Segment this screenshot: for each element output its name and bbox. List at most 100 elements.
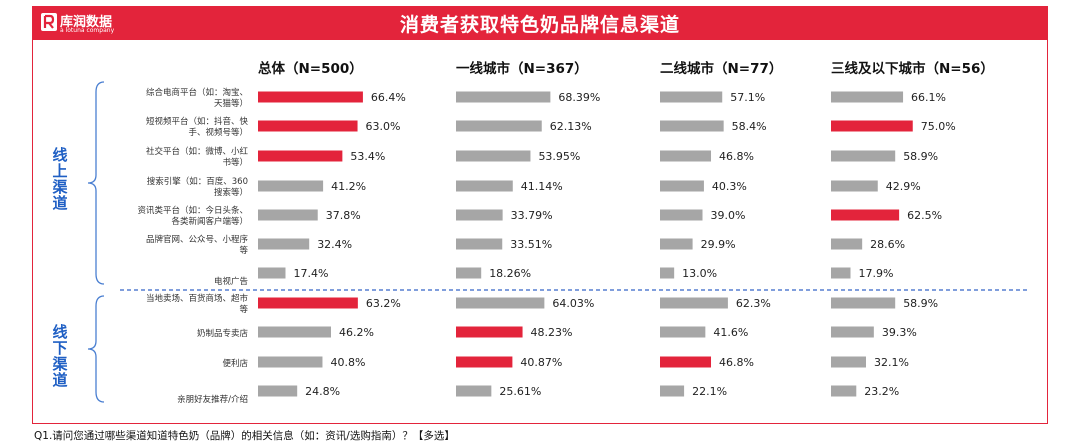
bar <box>831 209 900 221</box>
bar <box>456 356 513 368</box>
category-label-line2: 等 <box>239 245 248 256</box>
bar-value-label: 39.3% <box>882 326 917 339</box>
bar <box>660 209 703 221</box>
bar <box>258 267 286 279</box>
bar <box>660 150 712 162</box>
bar-value-label: 53.95% <box>538 150 580 163</box>
bar-value-label: 22.1% <box>692 385 727 398</box>
bar <box>660 356 712 368</box>
bar-value-label: 17.9% <box>859 267 894 280</box>
bar <box>456 385 492 397</box>
brand-tagline: a lotuna company <box>60 27 115 34</box>
question-footnote: Q1.请问您通过哪些渠道知道特色奶（品牌）的相关信息（如：资讯/选购指南）？【多… <box>34 430 455 442</box>
bar <box>831 326 874 338</box>
category-label: 品牌官网、公众号、小程序 <box>146 234 249 245</box>
bar <box>456 180 513 192</box>
bar <box>456 326 523 338</box>
category-label: 搜索引擎（如：百度、360 <box>147 176 248 187</box>
series-header: 三线及以下城市（N=56） <box>831 60 994 77</box>
bar <box>831 238 863 250</box>
bar <box>456 297 545 309</box>
bar <box>258 209 318 221</box>
bar-value-label: 58.9% <box>903 297 938 310</box>
online-group-brace-icon <box>87 81 105 285</box>
category-label-line2: 天猫等） <box>214 98 248 109</box>
category-label: 电视广告 <box>214 276 248 287</box>
bar <box>258 385 298 397</box>
category-label-line2: 书等） <box>222 157 248 168</box>
category-label: 资讯类平台（如：今日头条、 <box>137 205 248 216</box>
category-label-line2: 搜索等） <box>214 187 248 198</box>
bar-value-label: 18.26% <box>489 267 531 280</box>
bar <box>660 180 704 192</box>
bar <box>831 150 896 162</box>
header-bar: 库润数据 a lotuna company 消费者获取特色奶品牌信息渠道 <box>32 6 1048 40</box>
bar-value-label: 46.8% <box>719 150 754 163</box>
bar-value-label: 46.8% <box>719 356 754 369</box>
bar-value-label: 41.2% <box>331 180 366 193</box>
bar <box>258 180 324 192</box>
bar-value-label: 66.4% <box>371 91 406 104</box>
category-label-line2: 各类新闻客户端等） <box>171 216 248 227</box>
bar <box>660 385 685 397</box>
bar-value-label: 75.0% <box>921 120 956 133</box>
bar-value-label: 68.39% <box>558 91 600 104</box>
series-header: 总体（N=500） <box>258 60 363 77</box>
bar-value-label: 25.61% <box>499 385 541 398</box>
bar <box>456 209 503 221</box>
bar <box>258 91 363 103</box>
bar-value-label: 48.23% <box>531 326 573 339</box>
category-label: 短视频平台（如：抖音、快 <box>146 116 249 127</box>
bar <box>831 180 878 192</box>
bar-value-label: 40.87% <box>520 356 562 369</box>
bar <box>831 120 913 132</box>
bar <box>456 91 551 103</box>
bar-value-label: 24.8% <box>305 385 340 398</box>
bar-value-label: 62.3% <box>736 297 771 310</box>
category-label: 亲朋好友推荐/介绍 <box>177 394 248 405</box>
bar <box>456 238 503 250</box>
bar <box>456 120 542 132</box>
bar <box>831 267 851 279</box>
series-header: 一线城市（N=367） <box>456 60 588 77</box>
chart-title: 消费者获取特色奶品牌信息渠道 <box>399 14 680 36</box>
bar-value-label: 33.79% <box>511 209 553 222</box>
bar-value-label: 57.1% <box>730 91 765 104</box>
bar-value-label: 42.9% <box>886 180 921 193</box>
bar <box>831 91 904 103</box>
brand-name: 库润数据 <box>60 15 113 30</box>
bar-value-label: 32.4% <box>317 238 352 251</box>
bar-value-label: 63.0% <box>366 120 401 133</box>
category-label: 综合电商平台（如：淘宝、 <box>146 87 248 98</box>
bar-value-label: 63.2% <box>366 297 401 310</box>
bar-value-label: 58.4% <box>732 120 767 133</box>
bar-value-label: 64.03% <box>552 297 594 310</box>
bar-value-label: 40.8% <box>330 356 365 369</box>
bar-value-label: 62.5% <box>907 209 942 222</box>
category-label: 当地卖场、百货商场、超市 <box>146 293 249 304</box>
category-label: 奶制品专卖店 <box>197 328 249 339</box>
bar-value-label: 13.0% <box>682 267 717 280</box>
bar <box>660 297 728 309</box>
bar-value-label: 46.2% <box>339 326 374 339</box>
bar <box>660 120 724 132</box>
bar-value-label: 66.1% <box>911 91 946 104</box>
bar-value-label: 23.2% <box>864 385 899 398</box>
bar <box>258 238 310 250</box>
bar <box>660 267 675 279</box>
bar-value-label: 33.51% <box>510 238 552 251</box>
category-label-line2: 等 <box>239 304 248 315</box>
bar-value-label: 40.3% <box>712 180 747 193</box>
bar-value-label: 17.4% <box>293 267 328 280</box>
bar <box>660 326 706 338</box>
series-header: 二线城市（N=77） <box>660 60 782 77</box>
bar <box>831 356 866 368</box>
category-label: 便利店 <box>222 358 248 369</box>
offline-group-brace-icon <box>87 295 105 403</box>
bar <box>258 356 323 368</box>
bar <box>456 267 482 279</box>
bar-value-label: 32.1% <box>874 356 909 369</box>
brand-mark-icon <box>41 13 57 31</box>
